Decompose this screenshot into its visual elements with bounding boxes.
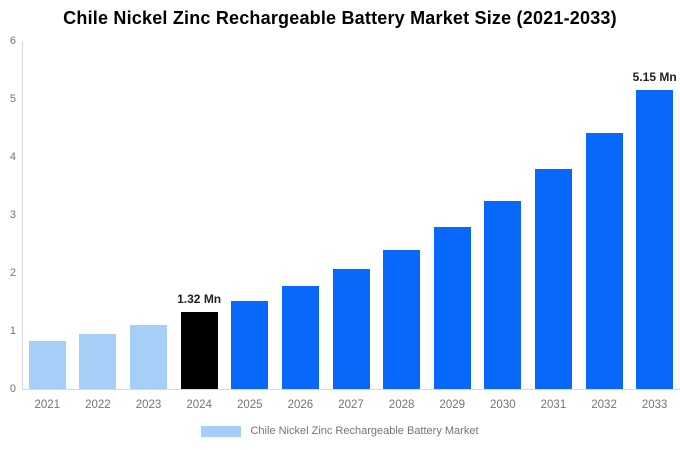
y-tick-label: 2: [9, 267, 16, 279]
x-tick-label: 2023: [135, 399, 162, 411]
x-tick-label: 2030: [490, 399, 516, 411]
y-tick-label: 5: [9, 93, 16, 105]
y-axis-line: [22, 41, 23, 389]
bar-2021[interactable]: [28, 341, 66, 389]
legend-swatch[interactable]: [201, 425, 242, 437]
bar-2028[interactable]: [383, 250, 421, 389]
y-tick-label: 0: [9, 383, 16, 395]
bar-2027[interactable]: [332, 268, 370, 389]
y-tick-label: 4: [9, 151, 16, 163]
x-tick-label: 2024: [186, 399, 212, 411]
x-tick-label: 2032: [591, 399, 617, 411]
y-tick-label: 1: [9, 325, 16, 337]
y-tick-label: 6: [9, 35, 16, 47]
bar-2029[interactable]: [433, 227, 471, 389]
bar-2026[interactable]: [281, 286, 319, 389]
bar-2033[interactable]: [636, 90, 674, 389]
y-tick-label: 3: [9, 209, 16, 221]
bar-2031[interactable]: [534, 169, 572, 389]
x-tick-label: 2029: [439, 399, 466, 411]
x-tick-label: 2022: [85, 399, 111, 411]
chart-legend: Chile Nickel Zinc Rechargeable Battery M…: [0, 425, 680, 437]
bar-2032[interactable]: [585, 133, 623, 389]
x-tick-label: 2027: [338, 399, 364, 411]
bar-value-label: 1.32 Mn: [177, 292, 222, 307]
chart-title: Chile Nickel Zinc Rechargeable Battery M…: [63, 8, 617, 28]
bar-2023[interactable]: [130, 324, 168, 389]
x-tick-label: 2031: [540, 399, 567, 411]
x-tick-label: 2033: [641, 399, 668, 411]
bar-2025[interactable]: [231, 300, 269, 389]
bar-2030[interactable]: [484, 200, 522, 389]
x-tick-label: 2025: [236, 399, 263, 411]
bar-2024[interactable]: [180, 312, 218, 389]
x-tick-label: 2021: [34, 399, 61, 411]
legend-label[interactable]: Chile Nickel Zinc Rechargeable Battery M…: [250, 425, 479, 437]
x-tick-label: 2028: [388, 399, 415, 411]
x-axis-line: [22, 389, 680, 390]
x-tick-label: 2026: [287, 399, 314, 411]
bar-2022[interactable]: [79, 333, 117, 389]
bar-value-label: 5.15 Mn: [632, 70, 677, 85]
